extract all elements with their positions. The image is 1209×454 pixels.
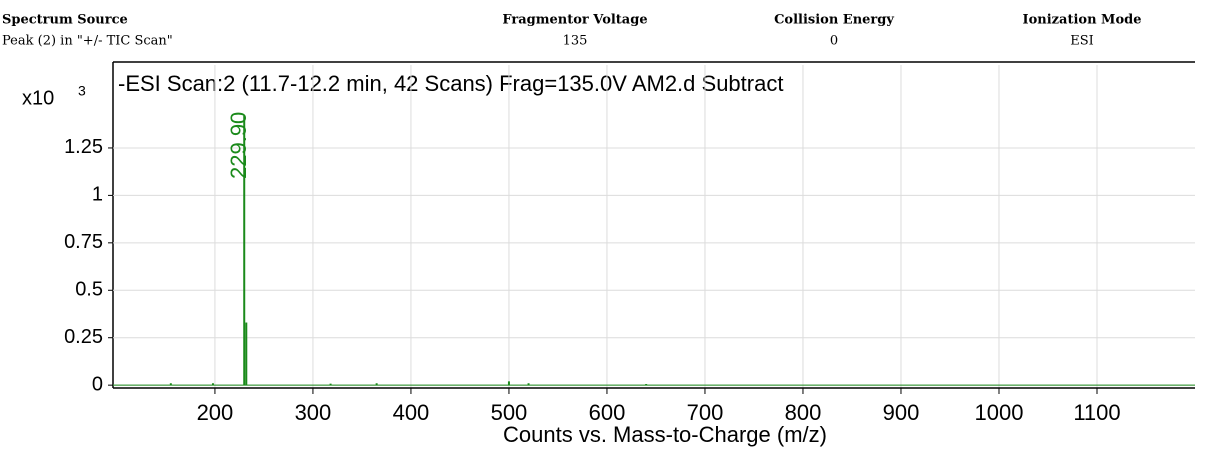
y-tick-label: 0 bbox=[92, 373, 103, 395]
x-tick-label: 700 bbox=[687, 400, 724, 425]
x-tick-label: 500 bbox=[491, 400, 528, 425]
chart-title: -ESI Scan:2 (11.7-12.2 min, 42 Scans) Fr… bbox=[118, 71, 783, 96]
x-tick-label: 800 bbox=[785, 400, 822, 425]
y-scale-label: x10 bbox=[22, 87, 54, 109]
header-value: Peak (2) in "+/- TIC Scan" bbox=[2, 34, 173, 49]
y-tick-label: 1 bbox=[92, 184, 103, 206]
y-scale-exponent: 3 bbox=[78, 83, 86, 99]
y-tick-label: 0.25 bbox=[64, 326, 103, 348]
y-tick-label: 1.25 bbox=[64, 136, 103, 158]
header-title: Spectrum Source bbox=[2, 13, 128, 28]
header-value: 0 bbox=[830, 34, 838, 49]
header-title: Ionization Mode bbox=[1023, 13, 1142, 28]
header-value: 135 bbox=[563, 34, 588, 49]
x-tick-label: 1100 bbox=[1073, 400, 1120, 425]
x-axis-label: Counts vs. Mass-to-Charge (m/z) bbox=[503, 422, 827, 447]
x-tick-label: 200 bbox=[197, 400, 234, 425]
peak-label: 229.90 bbox=[226, 112, 251, 179]
header-title: Fragmentor Voltage bbox=[502, 13, 647, 28]
y-tick-label: 0.75 bbox=[64, 231, 103, 253]
x-tick-label: 900 bbox=[883, 400, 920, 425]
y-tick-label: 0.5 bbox=[75, 279, 103, 301]
x-tick-label: 1000 bbox=[975, 400, 1024, 425]
x-tick-label: 300 bbox=[295, 400, 332, 425]
header-title: Collision Energy bbox=[774, 13, 894, 28]
x-tick-label: 600 bbox=[589, 400, 626, 425]
x-tick-label: 400 bbox=[393, 400, 430, 425]
header-value: ESI bbox=[1070, 34, 1094, 49]
